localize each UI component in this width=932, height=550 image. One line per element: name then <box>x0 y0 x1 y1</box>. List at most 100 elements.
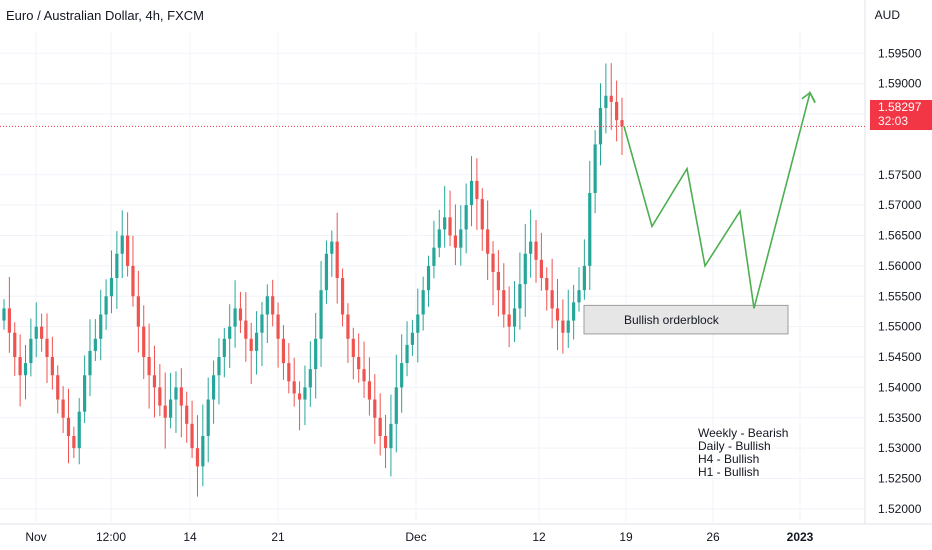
candle-body <box>18 357 22 376</box>
candle-body <box>373 399 377 418</box>
candle-body <box>340 278 345 315</box>
candle-body <box>588 192 592 266</box>
candle-body <box>486 229 490 254</box>
candle-body <box>400 363 404 388</box>
projection-path[interactable] <box>623 90 816 309</box>
candle-body <box>292 381 296 394</box>
candle-body <box>254 332 259 351</box>
x-tick-label: 12 <box>532 530 546 544</box>
candle-body <box>437 229 441 248</box>
chart-title: Euro / Australian Dollar, 4h, FXCM <box>6 8 204 23</box>
candle-body <box>163 405 167 418</box>
orderblock-rect[interactable] <box>583 304 789 335</box>
x-tick-label: 21 <box>271 530 285 544</box>
candle-body <box>152 375 157 388</box>
candle-body <box>131 265 135 297</box>
candle-body <box>604 95 608 108</box>
candle-body <box>303 387 307 400</box>
candle-body <box>346 314 350 339</box>
candle-body <box>421 290 425 315</box>
candle-body <box>383 435 388 449</box>
bias-notes: Weekly - Bearish Daily - Bullish H4 - Bu… <box>698 427 788 479</box>
candle-body <box>529 241 533 254</box>
candle-body <box>496 271 500 291</box>
candle-body <box>120 235 124 254</box>
bias-h4: H4 - Bullish <box>698 452 760 466</box>
x-tick-label: Dec <box>405 530 426 544</box>
candle-body <box>512 308 517 327</box>
candle-body <box>244 320 248 339</box>
candle-body <box>233 308 237 327</box>
current-price-badge: 1.58297 32:03 <box>870 100 932 130</box>
y-tick-label: 1.55500 <box>878 289 922 303</box>
x-tick-label: 19 <box>619 530 633 544</box>
y-tick-label: 1.53500 <box>878 411 922 425</box>
bar-countdown: 32:03 <box>878 114 909 128</box>
candle-body <box>136 296 140 327</box>
candle-body <box>2 308 6 321</box>
x-tick-label: 26 <box>706 530 720 544</box>
candle-body <box>88 350 92 376</box>
candle-body <box>539 259 543 279</box>
candle-body <box>104 296 108 315</box>
candle-body <box>620 120 624 127</box>
candle-body <box>357 357 361 370</box>
candle-body <box>7 308 11 333</box>
y-tick-label: 1.57000 <box>878 198 922 212</box>
candle-body <box>93 338 97 351</box>
candle-body <box>405 344 409 364</box>
grid <box>0 0 932 525</box>
candle-body <box>378 417 382 436</box>
candle-body <box>491 253 495 272</box>
candle-body <box>265 296 269 315</box>
candle-body <box>158 387 162 406</box>
candle-body <box>201 435 205 467</box>
candle-body <box>168 399 173 418</box>
y-tick-label: 1.56500 <box>878 229 922 243</box>
orderblock-label: Bullish orderblock <box>624 312 719 327</box>
candle-body <box>217 357 221 376</box>
candle-body <box>238 308 243 321</box>
candle-body <box>464 205 468 230</box>
y-tick-label: 1.54500 <box>878 350 922 364</box>
candle-body <box>115 253 119 279</box>
candle-body <box>276 314 280 339</box>
bias-h1: H1 - Bullish <box>698 465 760 479</box>
candle-body <box>142 326 146 358</box>
x-tick-label: 2023 <box>787 530 814 544</box>
candle-body <box>389 423 393 449</box>
candle-body <box>13 332 17 358</box>
candle-body <box>459 229 463 248</box>
candle-body <box>281 338 286 364</box>
y-tick-label: 1.59000 <box>878 77 922 91</box>
currency-label: AUD <box>874 8 900 22</box>
candle-body <box>335 241 339 279</box>
candle-body <box>61 399 65 418</box>
x-tick-label: Nov <box>25 530 46 544</box>
candle-body <box>195 448 200 467</box>
candle-body <box>174 387 178 400</box>
candle-body <box>324 253 329 291</box>
x-axis-ticks: Nov 12:00 14 21 Dec 12 19 26 2023 <box>25 530 813 544</box>
candle-body <box>416 314 420 333</box>
candle-body <box>555 308 560 321</box>
y-tick-label: 1.53000 <box>878 441 922 455</box>
candle-body <box>45 338 49 358</box>
candle-body <box>410 332 415 345</box>
candle-body <box>126 235 130 266</box>
candle-body <box>394 387 398 424</box>
candle-body <box>179 387 183 406</box>
candle-body <box>40 326 44 339</box>
candle-body <box>432 247 436 266</box>
candle-body <box>577 290 581 303</box>
candle-body <box>582 265 586 291</box>
y-tick-label: 1.52500 <box>878 472 922 486</box>
projection-arrowhead <box>801 91 816 104</box>
candle-body <box>228 326 232 339</box>
candle-body <box>550 290 554 309</box>
candle-body <box>287 363 291 382</box>
candle-body <box>83 375 87 412</box>
candle-body <box>518 284 522 309</box>
candle-body <box>507 314 511 327</box>
